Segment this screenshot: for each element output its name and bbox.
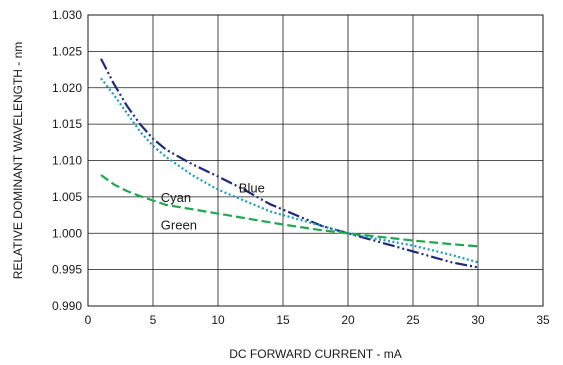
x-tick-label: 35 xyxy=(536,313,550,327)
y-tick-label: 1.030 xyxy=(52,8,82,22)
y-tick-label: 1.005 xyxy=(52,190,82,204)
series-label-green: Green xyxy=(161,218,197,233)
series-line-cyan xyxy=(100,77,479,264)
series-label-blue: Blue xyxy=(239,181,265,196)
x-tick-label: 15 xyxy=(276,313,290,327)
x-tick-label: 10 xyxy=(211,313,225,327)
y-tick-label: 0.995 xyxy=(52,263,82,277)
x-tick-labels: 0 5 10 15 20 25 30 35 xyxy=(85,313,550,327)
x-tick-label: 30 xyxy=(471,313,485,327)
y-tick-label: 1.000 xyxy=(52,226,82,240)
grid xyxy=(88,15,543,306)
series-line-green xyxy=(100,174,479,248)
y-tick-label: 1.010 xyxy=(52,154,82,168)
x-tick-label: 20 xyxy=(341,313,355,327)
x-tick-label: 25 xyxy=(406,313,420,327)
x-tick-label: 5 xyxy=(150,313,157,327)
x-tick-label: 0 xyxy=(85,313,92,327)
y-tick-label: 0.990 xyxy=(52,299,82,313)
y-tick-label: 1.020 xyxy=(52,81,82,95)
plot-frame xyxy=(87,14,544,307)
series-layer xyxy=(100,58,479,269)
y-tick-labels: 0.990 0.995 1.000 1.005 1.010 1.015 1.020 1.025… xyxy=(52,8,82,313)
y-axis-title: RELATIVE DOMINANT WAVELENGTH - nm xyxy=(11,42,25,280)
y-tick-label: 1.015 xyxy=(52,117,82,131)
series-line-blue xyxy=(100,58,479,269)
y-tick-label: 1.025 xyxy=(52,44,82,58)
series-label-cyan: Cyan xyxy=(161,190,191,205)
x-axis-title: DC FORWARD CURRENT - mA xyxy=(229,347,401,361)
